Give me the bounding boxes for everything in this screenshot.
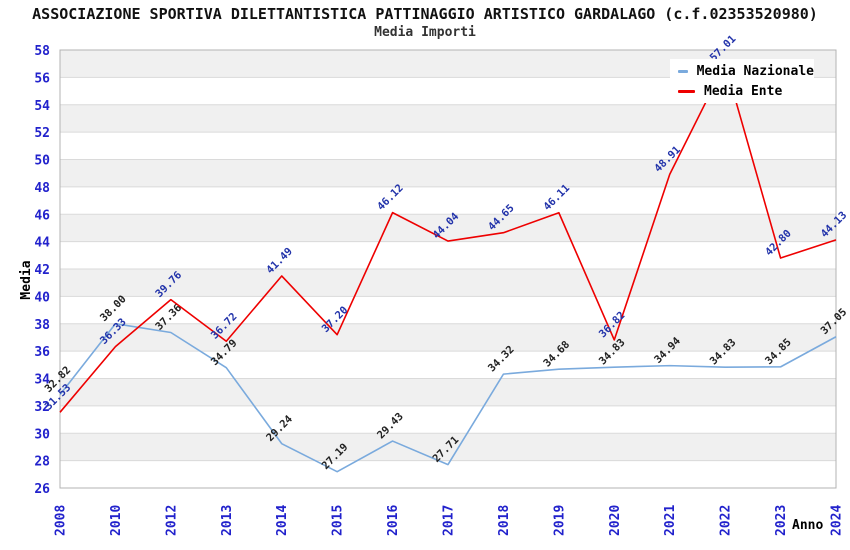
- x-tick-label: 2008: [54, 505, 69, 536]
- page-title: ASSOCIAZIONE SPORTIVA DILETTANTISTICA PA…: [32, 5, 818, 23]
- grid-band: [60, 104, 836, 133]
- y-tick-label: 54: [34, 99, 50, 114]
- x-tick-label: 2021: [663, 505, 678, 536]
- y-tick-label: 46: [34, 208, 50, 223]
- x-tick-label: 2016: [386, 505, 401, 536]
- grid-band: [60, 378, 836, 406]
- plot-frame: [59, 49, 837, 489]
- legend: Media Nazionale Media Ente: [670, 59, 814, 103]
- x-tick-label: 2023: [774, 505, 789, 536]
- grid-band: [60, 433, 836, 461]
- y-tick-label: 42: [34, 263, 50, 278]
- data-label: 38.00: [98, 293, 129, 324]
- grid-band: [60, 214, 836, 242]
- x-tick-label: 2017: [442, 505, 457, 536]
- legend-item-media-nazionale: Media Nazionale: [670, 64, 814, 79]
- y-tick-label: 38: [34, 318, 50, 333]
- media-nazionale-swatch-icon: [678, 69, 688, 73]
- y-tick-label: 32: [34, 400, 50, 415]
- y-tick-label: 34: [34, 373, 50, 388]
- x-tick-label: 2012: [164, 505, 179, 536]
- chart-subtitle: Media Importi: [374, 25, 476, 40]
- x-axis-title: Anno: [792, 518, 823, 533]
- y-tick-label: 28: [34, 455, 50, 470]
- y-tick-label: 58: [34, 44, 50, 59]
- x-tick-label: 2020: [608, 505, 623, 536]
- x-tick-label: 2018: [497, 505, 512, 536]
- y-tick-label: 40: [34, 290, 50, 305]
- media-ente-swatch-icon: [678, 89, 695, 93]
- x-tick-label: 2014: [275, 505, 290, 536]
- y-tick-label: 26: [34, 482, 50, 497]
- y-tick-label: 44: [34, 236, 50, 251]
- y-tick-label: 52: [34, 126, 50, 141]
- grid-band: [60, 323, 836, 352]
- x-tick-label: 2024: [830, 505, 845, 536]
- y-axis-title: Media: [19, 260, 34, 299]
- legend-item-media-ente: Media Ente: [670, 84, 814, 99]
- x-tick-label: 2022: [719, 505, 734, 536]
- y-tick-label: 50: [34, 154, 50, 169]
- y-tick-label: 56: [34, 71, 50, 86]
- x-tick-label: 2019: [552, 505, 567, 536]
- x-tick-label: 2015: [331, 505, 346, 536]
- legend-label: Media Nazionale: [696, 63, 814, 79]
- x-tick-label: 2013: [220, 505, 235, 536]
- y-tick-label: 30: [34, 427, 50, 442]
- legend-label: Media Ente: [704, 83, 783, 99]
- grid-band: [60, 159, 836, 187]
- grid-band: [60, 269, 836, 297]
- media-nazionale-line: [59, 322, 837, 473]
- y-tick-label: 48: [34, 181, 50, 196]
- x-tick-label: 2010: [109, 505, 124, 536]
- y-tick-label: 36: [34, 345, 50, 360]
